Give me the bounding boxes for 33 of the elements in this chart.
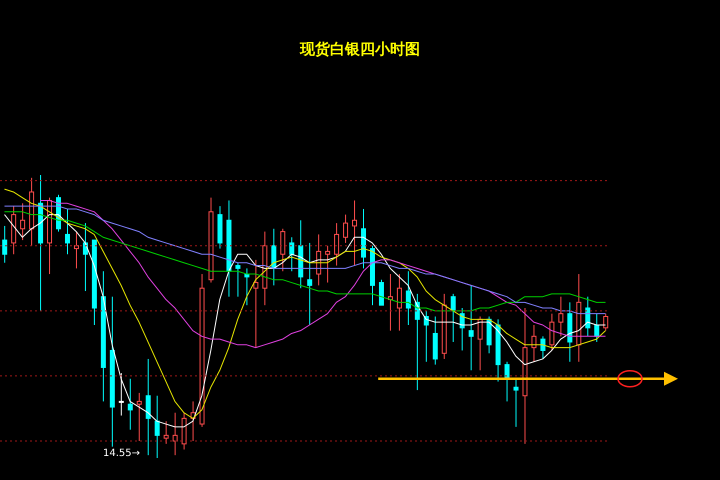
candlestick [2, 225, 8, 264]
candlestick [468, 284, 474, 371]
candlestick [531, 324, 536, 362]
chart-title: 现货白银四小时图 [298, 40, 421, 59]
candlestick [29, 177, 34, 246]
candlestick [118, 372, 124, 416]
candlestick [110, 296, 115, 448]
candlestick [172, 412, 178, 456]
candlestick [567, 302, 572, 362]
candlestick [200, 274, 205, 428]
candlestick [334, 222, 340, 266]
candlestick [522, 308, 528, 444]
candlestick [100, 270, 106, 402]
candlestick [253, 259, 258, 348]
candlestick [136, 392, 142, 442]
candlestick [361, 208, 366, 269]
candlestick [396, 274, 402, 332]
candlestick [307, 242, 312, 326]
annotation: 14.55→ [103, 448, 140, 460]
candlestick [38, 175, 44, 312]
candlestick [352, 200, 358, 266]
candlestick [146, 358, 151, 456]
candlestick [154, 395, 160, 458]
candlestick [226, 200, 232, 298]
candlestick [406, 270, 411, 326]
candlestick [486, 316, 492, 354]
candlestick [208, 197, 214, 284]
candlestick [64, 208, 70, 255]
candlestick [128, 378, 133, 430]
candlestick [576, 274, 582, 362]
candlestick [20, 202, 26, 241]
candlestick [478, 316, 483, 371]
candlestick [558, 296, 564, 337]
